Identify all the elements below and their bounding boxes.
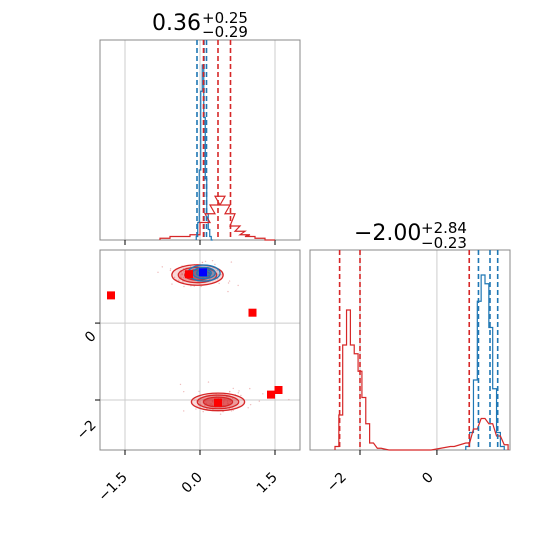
sample-point <box>207 381 210 383</box>
sample-point <box>258 400 261 402</box>
red-histogram-param-1 <box>159 195 275 241</box>
sample-point <box>216 269 219 271</box>
sample-point <box>262 393 264 395</box>
red-marker <box>248 308 257 317</box>
sample-point <box>227 290 229 293</box>
sample-point <box>179 383 182 386</box>
sample-point <box>183 410 185 412</box>
title-2-plus: +2.84 <box>421 219 467 237</box>
sample-point <box>229 390 231 393</box>
red-marker <box>267 390 275 399</box>
title-param-2: −2.00 +2.84 −0.23 <box>354 219 467 252</box>
sample-point <box>222 410 224 413</box>
sample-point <box>218 282 220 285</box>
sample-point <box>190 265 192 268</box>
sample-point <box>193 399 196 401</box>
red-marker <box>214 398 222 407</box>
sample-point <box>195 408 197 410</box>
sample-point <box>171 283 173 285</box>
sample-point <box>232 409 234 412</box>
sample-point <box>173 276 176 278</box>
sample-point <box>178 279 180 281</box>
sample-point <box>181 273 183 275</box>
red-histogram-param-2 <box>334 309 509 451</box>
sample-point <box>211 259 214 262</box>
blue-histogram-param-1 <box>195 64 213 241</box>
panel-joint-xy <box>95 249 301 455</box>
sample-point <box>238 390 240 392</box>
sample-point <box>230 261 233 263</box>
sample-point <box>204 260 207 263</box>
sample-point <box>249 403 252 406</box>
sample-point <box>237 284 239 287</box>
sample-point <box>240 394 242 397</box>
sample-point <box>200 285 202 288</box>
sample-point <box>249 387 251 390</box>
sample-point <box>180 274 182 276</box>
sample-point <box>227 282 230 284</box>
sample-point <box>157 271 159 274</box>
title-2-minus: −0.23 <box>421 234 467 252</box>
sample-point <box>206 408 208 410</box>
sample-point <box>228 280 231 282</box>
title-param-1: 0.36 +0.25 −0.29 <box>152 9 248 41</box>
sample-point <box>183 271 185 273</box>
title-2-value: −2.00 <box>354 221 421 246</box>
blue-marker <box>199 268 207 277</box>
sample-point <box>169 269 172 272</box>
sample-point <box>201 261 204 264</box>
sample-point <box>161 266 163 268</box>
blue-histogram-param-2 <box>465 274 505 450</box>
panel-marginal-y <box>309 249 511 455</box>
sample-point <box>182 267 185 270</box>
sample-point <box>219 413 222 415</box>
sample-point <box>288 398 290 401</box>
sample-point <box>230 410 233 412</box>
sample-point <box>169 268 172 270</box>
red-marker <box>274 386 283 394</box>
sample-point <box>202 410 204 413</box>
panel-marginal-x <box>99 39 301 245</box>
sample-point <box>232 387 234 390</box>
red-marker <box>185 270 193 279</box>
title-1-value: 0.36 <box>152 11 201 36</box>
sample-point <box>231 397 234 400</box>
sample-point <box>214 263 216 266</box>
sample-point <box>183 285 185 288</box>
red-marker <box>107 291 115 300</box>
title-1-plus: +0.25 <box>202 9 248 27</box>
sample-point <box>198 390 200 393</box>
sample-point <box>237 392 240 394</box>
sample-point <box>247 407 249 409</box>
sample-point <box>183 276 185 279</box>
sample-point <box>183 390 185 393</box>
title-1-minus: −0.29 <box>202 23 248 41</box>
